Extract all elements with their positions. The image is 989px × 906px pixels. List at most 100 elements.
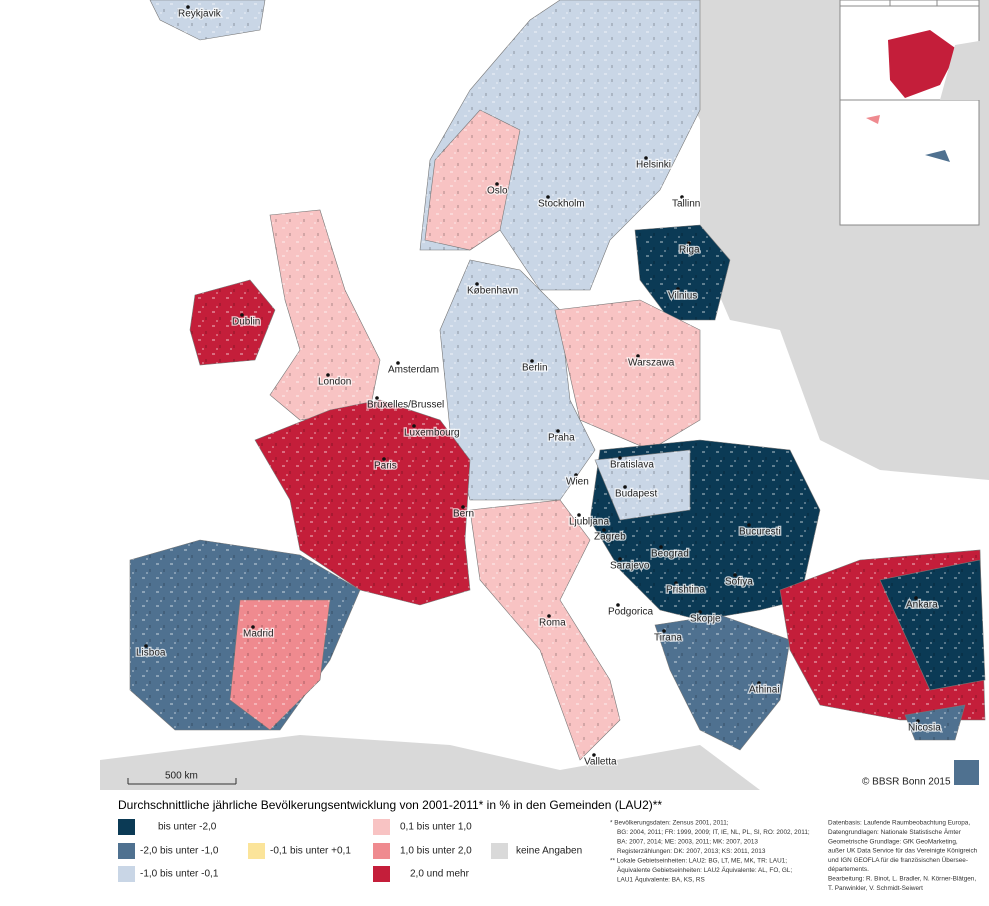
- city-dot: [382, 457, 386, 461]
- city-label: Riga: [679, 245, 700, 256]
- bbsr-logo: [954, 760, 979, 785]
- city-label: Prishtina: [666, 585, 705, 596]
- city-label: Skopje: [690, 614, 721, 625]
- city-label: Paris: [374, 461, 397, 472]
- city-dot: [914, 596, 918, 600]
- city-label: Berlin: [522, 363, 548, 374]
- city-dot: [618, 557, 622, 561]
- greece-texture: [655, 615, 790, 750]
- city-label: Bratislava: [610, 460, 654, 471]
- city-dot: [674, 581, 678, 585]
- city-dot: [547, 614, 551, 618]
- city-dot: [577, 513, 581, 517]
- city-label: Sarajevo: [610, 561, 650, 572]
- source-note: ** Lokale Gebietseinheiten: LAU2: BG, LT…: [610, 858, 787, 865]
- scandinavia-pink-texture: [425, 110, 520, 250]
- brazil-shape: [940, 40, 989, 100]
- legend-label: 0,1 bis unter 1,0: [400, 822, 472, 833]
- source-note: LAU1 Äquivalente: BA, KS, RS: [617, 876, 705, 884]
- credit-note: und IGN GEOFLA für die französischen Übe…: [828, 856, 968, 864]
- cyprus-texture: [905, 705, 965, 740]
- city-label: Valletta: [584, 757, 617, 768]
- city-dot: [144, 644, 148, 648]
- city-label: Amsterdam: [388, 365, 439, 376]
- city-label: Reykjavik: [178, 9, 222, 20]
- legend-swatch: [491, 843, 508, 859]
- city-dot: [546, 195, 550, 199]
- inset-frame: [839, 0, 980, 226]
- city-label: København: [467, 286, 518, 297]
- city-dot: [412, 424, 416, 428]
- credit-note: Datenbasis: Laufende Raumbeobachtung Eur…: [828, 820, 970, 827]
- legend-swatch: [118, 843, 135, 859]
- copyright: © BBSR Bonn 2015: [862, 777, 951, 788]
- city-dot: [240, 313, 244, 317]
- source-note: * Bevölkerungsdaten: Zensus 2001, 2011;: [610, 820, 729, 827]
- city-dot: [186, 5, 190, 9]
- city-label: Praha: [548, 433, 575, 444]
- acores-shape: [925, 150, 950, 162]
- city-label: Athinai: [749, 685, 780, 696]
- city-label: Stockholm: [538, 199, 585, 210]
- iceland-texture: [150, 0, 265, 40]
- city-label: Zagreb: [594, 532, 626, 543]
- city-label: Warszawa: [628, 358, 675, 369]
- city-dot: [251, 625, 255, 629]
- city-label: Madrid: [243, 629, 274, 640]
- credit-note: départements.: [828, 866, 869, 873]
- legend-swatch: [373, 819, 390, 835]
- city-label: Lisboa: [136, 648, 166, 659]
- city-label: Ljubljana: [569, 517, 609, 528]
- city-dot: [757, 681, 761, 685]
- iberia-east-texture: [230, 600, 330, 730]
- city-dot: [396, 361, 400, 365]
- city-label: Beograd: [651, 549, 689, 560]
- legend-swatch: [118, 866, 135, 882]
- city-dot: [602, 528, 606, 532]
- poland-texture: [555, 300, 700, 450]
- north-africa: [100, 735, 760, 790]
- legend-swatch: [248, 843, 265, 859]
- city-label: Sofiya: [725, 577, 753, 588]
- italy-texture: [470, 500, 620, 760]
- legend-label: -2,0 bis unter -1,0: [140, 846, 219, 857]
- city-dot: [747, 523, 751, 527]
- city-dot: [698, 610, 702, 614]
- legend-label: keine Angaben: [516, 846, 582, 857]
- city-label: Budapest: [615, 489, 657, 500]
- source-note: BA: 2007, 2014; ME: 2003, 2011; MK: 2007…: [617, 839, 758, 846]
- legend-swatch: [373, 866, 390, 882]
- guyane-shape: [888, 30, 958, 98]
- city-dot: [644, 156, 648, 160]
- scale-label: 500 km: [165, 771, 198, 782]
- credit-note: T. Panwinkler, V. Schmidt-Seiwert: [828, 885, 923, 892]
- city-label: Bruxelles/Brussel: [367, 400, 444, 411]
- credit-note: Bearbeitung: R. Binot, L. Bradler, N. Kö…: [828, 875, 976, 882]
- city-dot: [680, 195, 684, 199]
- city-dot: [676, 287, 680, 291]
- city-dot: [733, 573, 737, 577]
- city-dot: [475, 282, 479, 286]
- credit-note: Geometrische Grundlage: GfK GeoMarketing…: [828, 838, 958, 845]
- legend-label: bis unter -2,0: [158, 822, 217, 833]
- city-dot: [326, 373, 330, 377]
- germany-texture: [440, 260, 595, 500]
- city-dot: [461, 505, 465, 509]
- city-label: Ankara: [906, 600, 938, 611]
- city-label: Bucuresti: [739, 527, 781, 538]
- city-label: Bern: [453, 509, 474, 520]
- turkey-east-texture: [880, 560, 985, 690]
- hungary-texture: [595, 450, 690, 520]
- city-label: Nicosia: [908, 723, 941, 734]
- credit-note: außer UK Data Service für das Vereinigte…: [828, 848, 978, 855]
- city-dot: [659, 545, 663, 549]
- legend-swatch: [373, 843, 390, 859]
- legend-label: -1,0 bis unter -0,1: [140, 869, 219, 880]
- city-label: Roma: [539, 618, 566, 629]
- source-note: BG: 2004, 2011; FR: 1999, 2009; IT, IE, …: [617, 829, 810, 836]
- insets: [839, 0, 989, 226]
- city-label: Wien: [566, 477, 589, 488]
- city-dot: [556, 429, 560, 433]
- source-note: Registerzählungen: DK: 2007, 2013; KS: 2…: [617, 848, 766, 855]
